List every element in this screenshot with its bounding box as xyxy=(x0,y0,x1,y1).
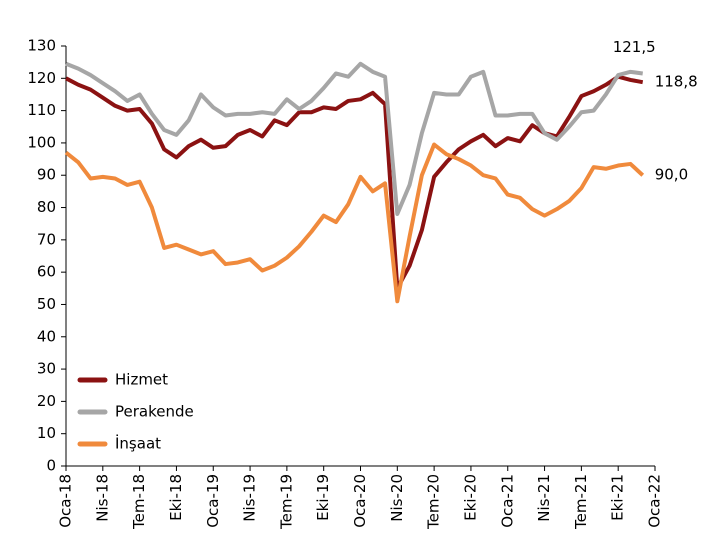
y-tick-label: 50 xyxy=(37,295,56,313)
x-tick-label: Oca-22 xyxy=(646,474,664,528)
y-tick-label: 70 xyxy=(37,230,56,248)
value-label: 118,8 xyxy=(655,73,698,91)
x-tick-label: Tem-20 xyxy=(425,474,443,530)
line-series xyxy=(65,61,643,216)
legend-label: Hizmet xyxy=(115,371,168,389)
x-tick-label: Nis-20 xyxy=(388,474,406,522)
value-label: 121,5 xyxy=(613,38,656,56)
y-tick-label: 90 xyxy=(37,166,56,184)
y-tick-label: 30 xyxy=(37,360,56,378)
legend-label: İnşaat xyxy=(115,434,161,453)
y-tick-label: 130 xyxy=(27,37,56,55)
y-tick-label: 100 xyxy=(27,133,56,151)
x-tick-label: Oca-20 xyxy=(351,474,369,528)
x-tick-label: Eki-19 xyxy=(314,474,332,521)
y-tick-label: 110 xyxy=(27,101,56,119)
x-tick-label: Eki-20 xyxy=(461,474,479,521)
y-tick-label: 60 xyxy=(37,263,56,281)
legend-label: Perakende xyxy=(115,403,194,421)
x-tick-label: Nis-19 xyxy=(241,474,259,522)
x-tick-label: Nis-18 xyxy=(93,474,111,522)
x-tick-label: Oca-21 xyxy=(498,474,516,528)
y-tick-label: 80 xyxy=(37,198,56,216)
y-tick-label: 0 xyxy=(46,457,56,475)
x-tick-label: Tem-18 xyxy=(130,474,148,530)
x-tick-label: Tem-21 xyxy=(572,474,590,530)
x-tick-label: Eki-21 xyxy=(609,474,627,521)
x-tick-label: Nis-21 xyxy=(535,474,553,522)
x-tick-label: Tem-19 xyxy=(277,474,295,530)
x-tick-label: Oca-18 xyxy=(57,474,75,528)
x-tick-label: Eki-18 xyxy=(167,474,185,521)
x-tick-label: Oca-19 xyxy=(204,474,222,528)
value-label: 90,0 xyxy=(655,166,688,184)
y-tick-label: 40 xyxy=(37,327,56,345)
y-tick-label: 20 xyxy=(37,392,56,410)
y-tick-label: 10 xyxy=(37,424,56,442)
y-tick-label: 120 xyxy=(27,69,56,87)
line-series xyxy=(65,74,644,291)
line-series xyxy=(64,142,645,304)
